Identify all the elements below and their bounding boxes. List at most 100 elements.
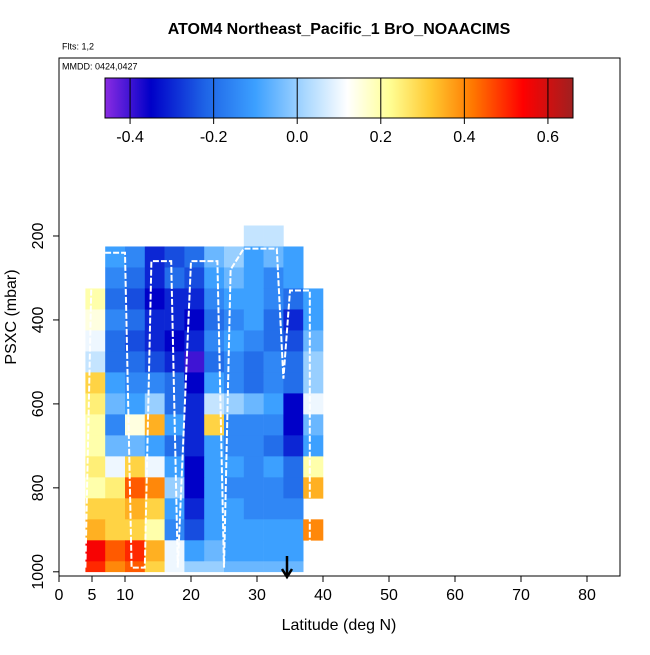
plot-frame bbox=[58, 57, 621, 577]
heatmap-cell bbox=[125, 498, 146, 520]
heatmap-cell bbox=[105, 351, 126, 373]
x-tick-label: 0 bbox=[55, 587, 64, 604]
heatmap-cell bbox=[105, 246, 126, 268]
heatmap-cell bbox=[204, 519, 225, 541]
heatmap-cell bbox=[283, 435, 304, 457]
heatmap-cell bbox=[204, 351, 225, 373]
heatmap-cell bbox=[125, 477, 146, 499]
heatmap-cell bbox=[184, 519, 205, 541]
heatmap-cell bbox=[125, 393, 146, 415]
heatmap-cell bbox=[144, 246, 165, 268]
heatmap-cell bbox=[243, 435, 264, 457]
heatmap-cell bbox=[105, 477, 126, 499]
heatmap-cell bbox=[243, 561, 264, 573]
heatmap-cell bbox=[263, 351, 284, 373]
heatmap-cell bbox=[85, 456, 106, 478]
heatmap-cell bbox=[85, 330, 106, 352]
heatmap-cell bbox=[204, 561, 225, 573]
heatmap-cell bbox=[85, 372, 106, 394]
heatmap-cell bbox=[243, 246, 264, 268]
heatmap-cell bbox=[144, 456, 165, 478]
y-tick-label: 200 bbox=[30, 223, 47, 250]
heatmap-cell bbox=[184, 330, 205, 352]
heatmap-cell bbox=[283, 498, 304, 520]
heatmap-cell bbox=[85, 351, 106, 373]
heatmap-cell bbox=[204, 498, 225, 520]
heatmap-cell bbox=[184, 498, 205, 520]
heatmap-cell bbox=[263, 435, 284, 457]
heatmap-cell bbox=[204, 309, 225, 331]
heatmap-cell bbox=[303, 309, 324, 331]
heatmap-cell bbox=[125, 519, 146, 541]
heatmap-cell bbox=[283, 456, 304, 478]
heatmap-cell bbox=[263, 225, 284, 247]
x-tick-label: 50 bbox=[380, 587, 398, 604]
heatmap-cell bbox=[243, 393, 264, 415]
flight-track bbox=[84, 247, 311, 569]
heatmap-cell bbox=[224, 351, 245, 373]
heatmap-cell bbox=[243, 372, 264, 394]
heatmap-cell bbox=[144, 498, 165, 520]
heatmap-cell bbox=[144, 519, 165, 541]
heatmap-cell bbox=[303, 456, 324, 478]
heatmap-cell bbox=[243, 456, 264, 478]
heatmap-cell bbox=[263, 309, 284, 331]
heatmap-cell bbox=[283, 351, 304, 373]
heatmap-cell bbox=[85, 435, 106, 457]
heatmap-cell bbox=[204, 267, 225, 289]
heatmap-cell bbox=[224, 246, 245, 268]
heatmap-cell bbox=[144, 288, 165, 310]
heatmap-cell bbox=[243, 540, 264, 562]
heatmap-cell bbox=[283, 414, 304, 436]
heatmap-cell bbox=[105, 330, 126, 352]
x-tick-label: 70 bbox=[512, 587, 530, 604]
heatmap-cell bbox=[204, 246, 225, 268]
heatmap-cell bbox=[144, 309, 165, 331]
y-tick-label: 800 bbox=[30, 474, 47, 501]
heatmap-cell bbox=[263, 246, 284, 268]
heatmap-cell bbox=[125, 288, 146, 310]
heatmap-cell bbox=[144, 540, 165, 562]
heatmap-cell bbox=[184, 540, 205, 562]
heatmap-cell bbox=[144, 267, 165, 289]
heatmap-cell bbox=[184, 351, 205, 373]
heatmap-cell bbox=[85, 393, 106, 415]
heatmap-cell bbox=[184, 246, 205, 268]
heatmap-cell bbox=[164, 267, 185, 289]
heatmap-cell bbox=[224, 309, 245, 331]
heatmap-cell bbox=[263, 330, 284, 352]
heatmap-cell bbox=[303, 414, 324, 436]
heatmap-cell bbox=[243, 414, 264, 436]
x-tick-label: 40 bbox=[314, 587, 332, 604]
x-tick-label: 30 bbox=[248, 587, 266, 604]
heatmap-cell bbox=[125, 330, 146, 352]
heatmap-cell bbox=[125, 372, 146, 394]
chart-title: ATOM4 Northeast_Pacific_1 BrO_NOAACIMS bbox=[168, 21, 511, 38]
heatmap-cell bbox=[263, 519, 284, 541]
heatmap-cell bbox=[105, 435, 126, 457]
heatmap-cell bbox=[224, 288, 245, 310]
colorbar-tick-label: -0.4 bbox=[116, 129, 144, 146]
x-tick-label: 10 bbox=[116, 587, 134, 604]
heatmap-cell bbox=[164, 414, 185, 436]
heatmap-cell bbox=[105, 372, 126, 394]
heatmap-cell bbox=[85, 561, 106, 573]
heatmap-cell bbox=[164, 330, 185, 352]
heatmap-cell bbox=[204, 372, 225, 394]
colorbar bbox=[104, 77, 574, 119]
heatmap-cell bbox=[85, 540, 106, 562]
heatmap-cell bbox=[243, 225, 264, 247]
heatmap-cell bbox=[144, 477, 165, 499]
heatmap-cell bbox=[204, 477, 225, 499]
y-tick-label: 600 bbox=[30, 390, 47, 417]
heatmap-cell bbox=[184, 414, 205, 436]
y-tick-label: 400 bbox=[30, 306, 47, 333]
heatmap-cell bbox=[224, 267, 245, 289]
heatmap-cell bbox=[243, 498, 264, 520]
heatmap-cell bbox=[85, 288, 106, 310]
colorbar-tick-label: 0.2 bbox=[370, 129, 392, 146]
heatmap-cell bbox=[164, 477, 185, 499]
colorbar-tick-label: 0.4 bbox=[453, 129, 475, 146]
heatmap-cell bbox=[224, 330, 245, 352]
heatmap-cell bbox=[224, 519, 245, 541]
